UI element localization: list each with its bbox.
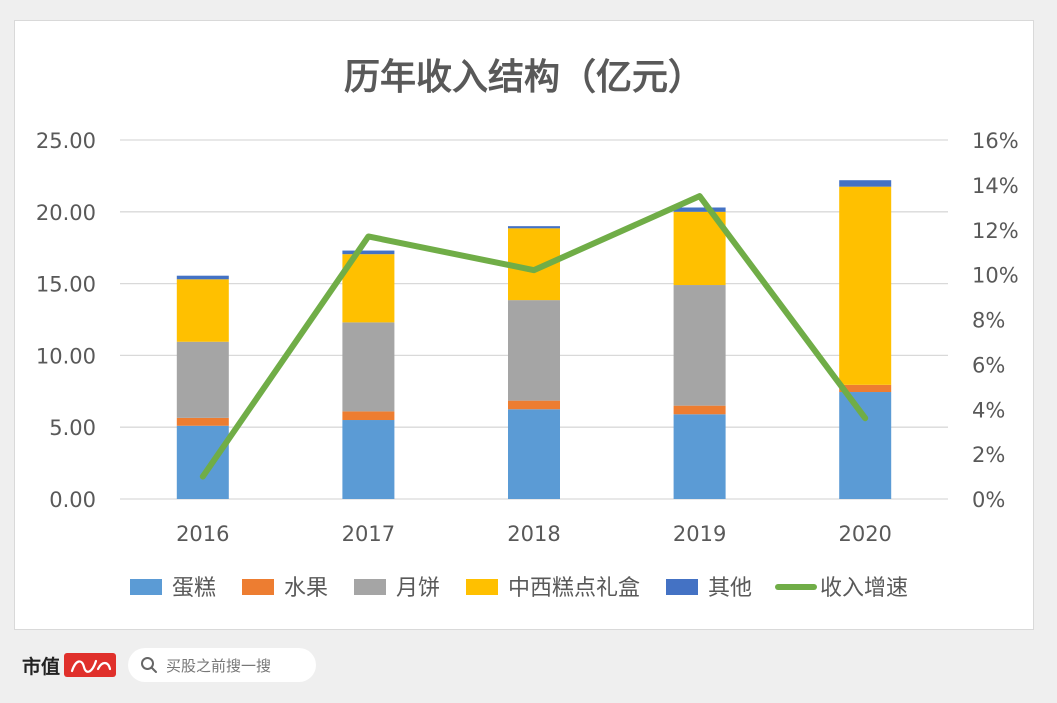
axes: 0.00 5.00 10.00 15.00 20.00 25.00 0% 2% 4% 6% 8% 10… — [36, 129, 1019, 546]
right-axis-tick-label: 2% — [972, 443, 1005, 467]
bar-segment — [176, 275, 229, 280]
footer-bar: 市值 买股之前搜一搜 — [22, 648, 317, 682]
right-axis-tick-label: 8% — [972, 309, 1005, 333]
right-axis-tick-label: 12% — [972, 219, 1019, 243]
bar-segment — [508, 226, 560, 229]
bar-segment — [342, 322, 395, 412]
left-axis-tick-label: 15.00 — [36, 273, 96, 297]
legend-swatch — [354, 579, 386, 595]
bar-segment — [839, 186, 892, 385]
legend-label: 收入增速 — [820, 576, 908, 601]
right-axis-tick-label: 4% — [972, 398, 1005, 422]
growth-line-point — [201, 475, 205, 479]
bar-segment — [342, 250, 395, 255]
legend-swatch — [130, 579, 162, 595]
bar-segment — [342, 420, 395, 499]
left-axis-tick-label: 20.00 — [36, 201, 96, 225]
bar-segment — [508, 400, 560, 410]
chart-card: 历年收入结构（亿元） 0.00 5.00 10.00 15.00 20.00 25.00 0… — [14, 20, 1034, 630]
bar-segment — [839, 392, 892, 499]
bar-segment — [508, 409, 560, 499]
growth-line-point — [863, 416, 867, 420]
legend-item: 中西糕点礼盒 — [466, 576, 640, 601]
revenue-structure-chart: 历年收入结构（亿元） 0.005.0010.0015.0020.0025.000… — [36, 57, 1019, 601]
left-axis-tick-label: 25.00 — [36, 129, 96, 153]
bar-segment — [839, 384, 892, 393]
stacked-bars — [176, 180, 892, 499]
brand-badge-icon — [64, 653, 117, 677]
brand-logo[interactable]: 市值 — [22, 652, 117, 679]
bar-segment — [176, 279, 229, 342]
legend-swatch — [666, 579, 698, 595]
legend-item: 蛋糕 — [130, 576, 216, 601]
bar-segment — [673, 405, 726, 415]
legend-label: 月饼 — [396, 576, 440, 601]
search-box[interactable]: 买股之前搜一搜 — [128, 648, 317, 682]
bar-segment — [176, 341, 229, 418]
x-axis-tick-label: 2019 — [673, 522, 726, 546]
bar-segment — [673, 414, 726, 499]
legend-item: 收入增速 — [775, 576, 908, 601]
bar-segment — [176, 417, 229, 426]
left-axis-tick-label: 0.00 — [49, 488, 96, 512]
x-axis-tick-label: 2018 — [507, 522, 560, 546]
bar-segment — [342, 411, 395, 421]
left-axis-tick-label: 5.00 — [49, 416, 96, 440]
growth-line-point — [532, 268, 536, 272]
search-placeholder: 买股之前搜一搜 — [166, 656, 272, 675]
legend-label: 蛋糕 — [172, 576, 216, 601]
brand-name: 市值 — [22, 655, 61, 678]
legend-swatch — [242, 579, 274, 595]
growth-line-point — [698, 194, 702, 198]
right-axis-tick-label: 10% — [972, 264, 1019, 288]
legend-label: 水果 — [284, 576, 328, 601]
legend-item: 水果 — [242, 576, 328, 601]
right-axis-tick-label: 14% — [972, 174, 1019, 198]
chart-title: 历年收入结构（亿元） — [344, 57, 704, 98]
bar-segment — [673, 207, 726, 212]
x-axis-tick-label: 2017 — [342, 522, 395, 546]
bar-segment — [673, 285, 726, 406]
bar-segment — [839, 180, 892, 187]
legend-label: 中西糕点礼盒 — [508, 576, 640, 601]
bar-segment — [176, 425, 229, 499]
growth-line — [199, 193, 869, 480]
right-axis-tick-label: 16% — [972, 129, 1019, 153]
right-axis-tick-label: 0% — [972, 488, 1005, 512]
x-axis-tick-label: 2016 — [176, 522, 229, 546]
growth-line-point — [366, 234, 370, 238]
legend-item: 其他 — [666, 576, 752, 601]
left-axis-tick-label: 10.00 — [36, 344, 96, 368]
legend-swatch — [466, 579, 498, 595]
legend: 蛋糕 水果 月饼 中西糕点礼盒 其他 收入增速 — [130, 576, 908, 601]
legend-label: 其他 — [708, 576, 752, 601]
x-axis-tick-label: 2020 — [838, 522, 891, 546]
search-icon — [141, 657, 158, 673]
right-axis-tick-label: 6% — [972, 353, 1005, 377]
bar-segment — [508, 300, 560, 401]
legend-item: 月饼 — [354, 576, 440, 601]
